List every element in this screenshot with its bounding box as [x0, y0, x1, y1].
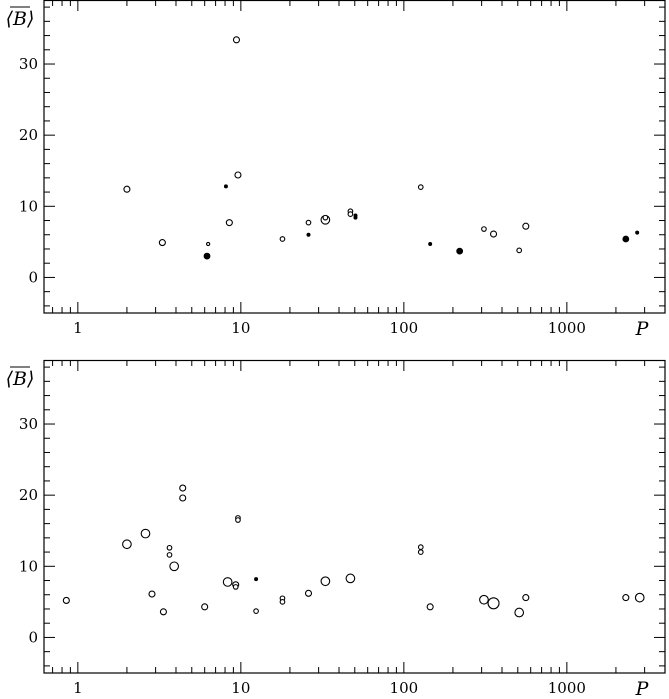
y-tick-label: 0 — [28, 268, 38, 286]
x-tick-label: 1 — [73, 679, 83, 697]
data-point — [347, 211, 354, 217]
data-point — [279, 599, 286, 605]
panel-bottom: 1 10 100 1000 0 10 20 30 ⟨B⟩ P — [6, 359, 666, 699]
y-tick-label: 30 — [19, 415, 38, 433]
data-point — [634, 592, 645, 603]
y-tick-label: 10 — [19, 197, 38, 215]
data-point — [635, 230, 640, 235]
data-point — [417, 549, 424, 555]
data-point — [254, 577, 259, 582]
data-point — [320, 576, 331, 587]
x-tick-label: 1000 — [548, 319, 586, 337]
y-axis-label: ⟨B⟩ — [6, 368, 35, 390]
data-point — [279, 236, 286, 242]
data-point — [235, 517, 241, 523]
x-tick-label: 10 — [231, 319, 250, 337]
data-point — [140, 528, 151, 539]
data-point — [306, 232, 311, 237]
data-point — [253, 608, 259, 614]
data-point — [222, 577, 233, 587]
data-point — [62, 596, 70, 604]
data-point — [166, 552, 173, 558]
data-point — [169, 561, 180, 572]
data-point — [159, 608, 167, 616]
data-point — [516, 247, 523, 254]
data-point — [489, 230, 498, 238]
x-tick-label: 1 — [73, 319, 83, 337]
plot-frame — [43, 0, 666, 314]
x-tick-label: 10 — [231, 679, 250, 697]
data-point — [417, 544, 424, 550]
data-point — [481, 226, 487, 232]
y-axis-label: ⟨B⟩ — [6, 8, 35, 30]
data-point — [179, 494, 187, 502]
data-point — [122, 539, 132, 550]
data-point — [232, 36, 241, 44]
x-tick-label: 1000 — [548, 679, 586, 697]
data-point — [622, 594, 630, 602]
data-point — [479, 594, 489, 605]
data-point — [622, 235, 630, 243]
data-point — [203, 252, 211, 260]
y-tick-label: 0 — [28, 628, 38, 646]
data-point — [426, 603, 434, 611]
data-point — [148, 590, 156, 598]
data-point — [487, 597, 500, 610]
data-point — [179, 484, 187, 492]
data-point — [158, 239, 166, 247]
x-tick-label: 100 — [390, 319, 419, 337]
y-tick-label: 20 — [19, 126, 38, 144]
y-tick-label: 20 — [19, 486, 38, 504]
plot-frame — [43, 359, 666, 674]
data-point — [201, 603, 209, 611]
x-tick-label: 100 — [390, 679, 419, 697]
data-point — [166, 544, 173, 551]
data-point — [123, 185, 131, 193]
data-point — [305, 219, 312, 226]
data-point — [345, 573, 356, 584]
data-point — [428, 241, 433, 246]
data-point — [232, 584, 239, 590]
data-point — [456, 247, 464, 255]
data-point — [514, 607, 525, 618]
x-axis-label: P — [635, 678, 650, 699]
y-tick-label: 10 — [19, 557, 38, 575]
data-point — [522, 594, 530, 602]
data-point — [205, 241, 211, 247]
data-point — [234, 171, 242, 179]
data-point — [322, 214, 329, 221]
data-point — [225, 219, 233, 227]
x-axis-label: P — [635, 318, 650, 340]
data-point — [223, 184, 228, 189]
data-point — [304, 589, 313, 597]
data-point — [522, 222, 530, 230]
data-point — [353, 215, 358, 220]
y-tick-label: 30 — [19, 55, 38, 73]
data-point — [417, 184, 424, 190]
panel-top: 1 10 100 1000 0 10 20 30 ⟨B⟩ P — [6, 0, 666, 340]
